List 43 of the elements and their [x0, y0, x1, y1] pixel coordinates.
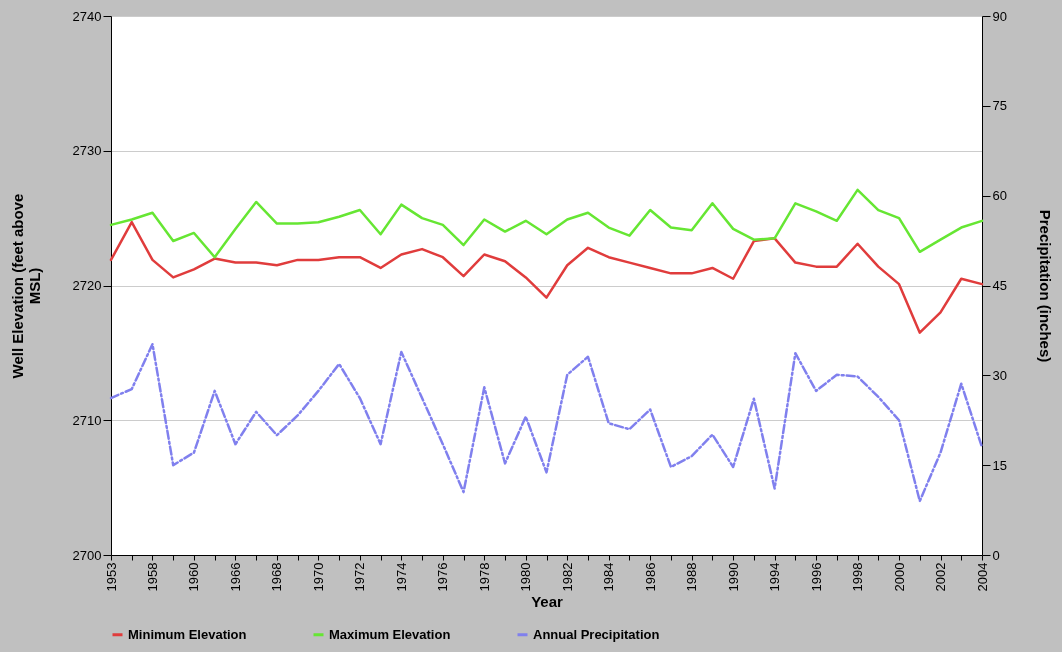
x-tick-label: 2000	[891, 562, 907, 592]
x-tick-label: 1976	[435, 562, 451, 592]
x-axis-title: Year	[531, 593, 564, 611]
y2-tick-label: 15	[992, 457, 1007, 473]
x-tick-label: 1986	[642, 562, 658, 592]
y2-tick-label: 45	[992, 278, 1007, 293]
x-tick-label: 1966	[227, 562, 243, 592]
y-axis-title: Well Elevation (feet above MSL)	[8, 193, 43, 379]
y-tick-label: 2700	[72, 547, 102, 563]
x-tick-label: 1996	[808, 562, 824, 592]
y2-axis-title: Precipitation (inches)	[1036, 209, 1054, 363]
x-tick-label: 1978	[476, 562, 492, 592]
legend-label: Maximum Elevation	[329, 626, 451, 642]
line-series	[109, 188, 984, 259]
x-tick-label: 1960	[186, 562, 202, 592]
x-tick-label: 2002	[933, 562, 949, 592]
x-tick-label: 1998	[850, 562, 866, 592]
line-series	[109, 342, 984, 503]
x-tick-label: 1958	[144, 562, 160, 592]
x-tick-label: 1968	[269, 562, 285, 592]
legend-label: Annual Precipitation	[533, 626, 660, 642]
x-tick-label: 1953	[103, 562, 119, 592]
y-tick-label: 2710	[72, 412, 102, 428]
x-tick-label: 1988	[684, 562, 700, 592]
x-tick-label: 1972	[352, 562, 368, 592]
y-tick-label: 2730	[72, 143, 102, 159]
x-tick-label: 1994	[767, 562, 783, 592]
y2-tick-label: 75	[992, 98, 1007, 114]
y-tick-label: 2740	[72, 8, 102, 24]
x-tick-label: 2004	[974, 562, 990, 592]
y-tick-label: 2720	[72, 278, 102, 293]
y2-tick-label: 90	[992, 8, 1007, 24]
y2-tick-label: 0	[992, 547, 1000, 563]
y2-tick-label: 60	[992, 188, 1007, 204]
line-series	[109, 220, 984, 334]
x-tick-label: 1982	[559, 562, 575, 592]
legend-label: Minimum Elevation	[128, 626, 247, 642]
x-tick-label: 1974	[393, 562, 409, 592]
x-tick-label: 1980	[518, 562, 534, 592]
x-tick-label: 1970	[310, 562, 326, 592]
x-tick-label: 1984	[601, 562, 617, 592]
x-tick-label: 1990	[725, 562, 741, 592]
y2-tick-label: 30	[992, 367, 1007, 383]
